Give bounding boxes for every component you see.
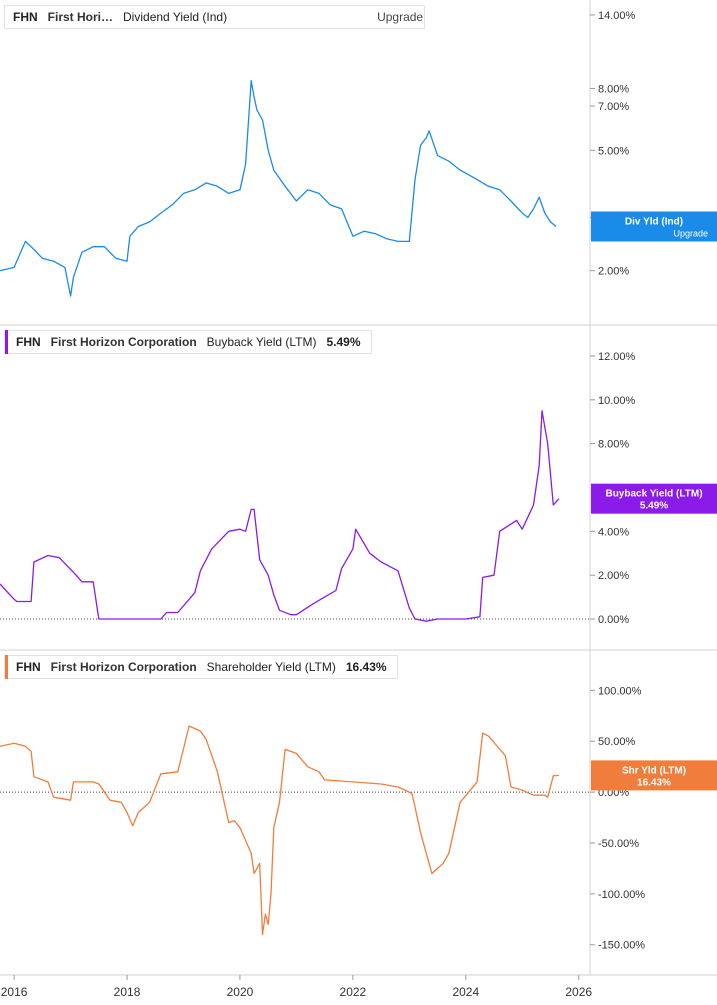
y-tick-label: 10.00%	[598, 395, 636, 407]
value-badge-label: Shr Yld (LTM)	[622, 765, 686, 776]
metric-label: Shareholder Yield (LTM)	[206, 660, 336, 674]
x-tick-label: 2022	[340, 985, 367, 999]
company-label: First Horizon Corporation	[50, 335, 197, 349]
metric-value: 16.43%	[345, 660, 387, 674]
x-tick-label: 2024	[452, 985, 479, 999]
x-tick-label: 2020	[227, 985, 254, 999]
y-tick-label: 7.00%	[598, 101, 629, 113]
value-badge-value: 16.43%	[637, 777, 671, 788]
metric-label: Dividend Yield (Ind)	[123, 10, 228, 24]
ticker-label: FHN	[16, 660, 41, 674]
upgrade-link[interactable]: Upgrade	[377, 10, 424, 24]
y-tick-label: -150.00%	[598, 940, 645, 952]
y-tick-label: 2.00%	[598, 266, 629, 278]
y-tick-label: 0.00%	[598, 614, 629, 626]
ticker-label: FHN	[13, 10, 38, 24]
y-tick-label: 100.00%	[598, 685, 642, 697]
panel-header-buyback-yield: FHN First Horizon Corporation Buyback Yi…	[4, 330, 372, 354]
ticker-label: FHN	[16, 335, 41, 349]
y-tick-label: 4.00%	[598, 526, 629, 538]
panel-header-shareholder-yield: FHN First Horizon Corporation Shareholde…	[4, 655, 398, 679]
value-badge	[591, 760, 717, 791]
value-badge-label: Buyback Yield (LTM)	[605, 489, 702, 500]
x-tick-label: 2018	[114, 985, 141, 999]
x-tick-label: 2016	[1, 985, 28, 999]
series-color-marker	[5, 655, 8, 679]
y-tick-label: 14.00%	[598, 10, 636, 22]
y-tick-label: 2.00%	[598, 570, 629, 582]
series-line-1	[0, 410, 560, 622]
y-tick-label: -50.00%	[598, 838, 639, 850]
y-tick-label: 8.00%	[598, 84, 629, 96]
metric-label: Buyback Yield (LTM)	[206, 335, 317, 349]
value-badge-value: Upgrade	[673, 228, 708, 238]
panel-header-dividend-yield: FHN First Hori… Dividend Yield (Ind) Upg…	[4, 5, 425, 29]
y-tick-label: -100.00%	[598, 889, 645, 901]
value-badge	[591, 211, 717, 242]
series-line-0	[0, 79, 557, 297]
value-badge-value: 5.49%	[640, 501, 668, 512]
y-tick-label: 8.00%	[598, 439, 629, 451]
y-tick-label: 50.00%	[598, 736, 636, 748]
value-badge-label: Div Yld (Ind)	[625, 216, 683, 227]
metric-value: 5.49%	[326, 335, 361, 349]
y-tick-label: 5.00%	[598, 145, 629, 157]
series-line-2	[0, 725, 559, 936]
series-color-marker	[5, 330, 8, 354]
company-label: First Horizon Corporation	[50, 660, 197, 674]
y-tick-label: 12.00%	[598, 351, 636, 363]
x-tick-label: 2026	[565, 985, 592, 999]
value-badge	[591, 483, 717, 514]
company-label: First Hori…	[47, 10, 114, 24]
